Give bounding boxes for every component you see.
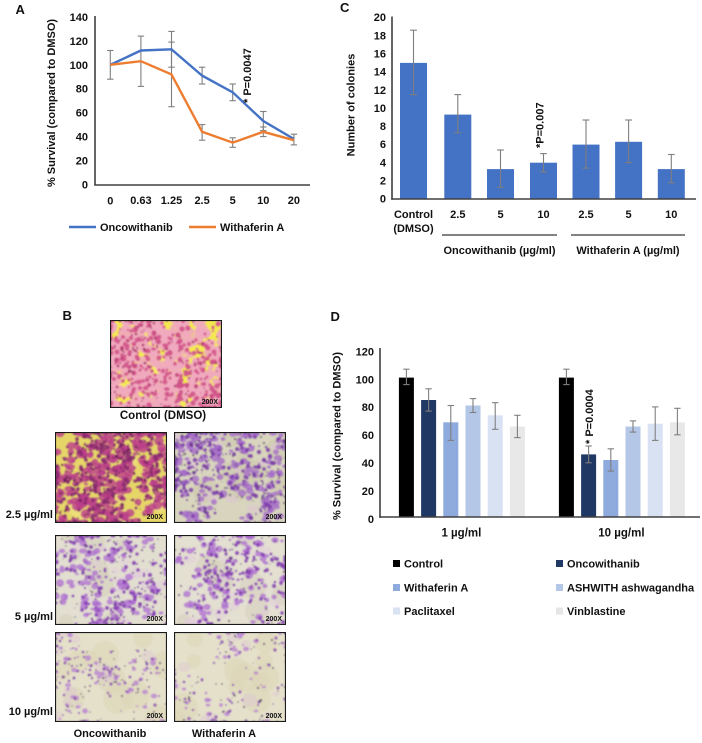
svg-text:6: 6 bbox=[380, 139, 386, 151]
svg-text:100: 100 bbox=[356, 374, 374, 386]
svg-text:2.5: 2.5 bbox=[450, 209, 465, 221]
svg-text:10: 10 bbox=[257, 195, 269, 207]
svg-text:10: 10 bbox=[537, 209, 549, 221]
svg-text:16: 16 bbox=[374, 49, 386, 61]
svg-text:20: 20 bbox=[288, 195, 300, 207]
svg-text:20: 20 bbox=[374, 12, 386, 24]
svg-text:Control: Control bbox=[404, 559, 443, 571]
svg-text:80: 80 bbox=[362, 402, 374, 414]
svg-text:ASHWITH ashwagandha: ASHWITH ashwagandha bbox=[567, 583, 695, 595]
svg-text:% Survival (compared to DMSO): % Survival (compared to DMSO) bbox=[46, 19, 58, 187]
svg-text:10: 10 bbox=[665, 209, 677, 221]
svg-text:1.25: 1.25 bbox=[161, 195, 182, 207]
svg-text:4: 4 bbox=[380, 157, 387, 169]
svg-text:200X: 200X bbox=[147, 616, 164, 623]
svg-text:* P=0.0004: * P=0.0004 bbox=[584, 388, 596, 444]
svg-text:1 µg/ml: 1 µg/ml bbox=[441, 528, 481, 540]
svg-text:80: 80 bbox=[76, 84, 88, 96]
svg-text:0: 0 bbox=[380, 194, 386, 206]
svg-text:20: 20 bbox=[76, 155, 88, 167]
svg-text:5: 5 bbox=[230, 195, 236, 207]
svg-text:Withaferin A: Withaferin A bbox=[404, 583, 468, 595]
svg-text:40: 40 bbox=[76, 132, 88, 144]
svg-text:10 µg/ml: 10 µg/ml bbox=[598, 528, 644, 540]
svg-text:2.5: 2.5 bbox=[194, 195, 209, 207]
svg-text:8: 8 bbox=[380, 121, 386, 133]
svg-text:Vinblastine: Vinblastine bbox=[567, 606, 625, 618]
svg-text:5: 5 bbox=[497, 209, 503, 221]
svg-text:100: 100 bbox=[70, 60, 88, 72]
svg-text:Withaferin A (µg/ml): Withaferin A (µg/ml) bbox=[576, 245, 680, 257]
svg-text:200X: 200X bbox=[147, 514, 164, 521]
svg-text:* P=0.0047: * P=0.0047 bbox=[242, 48, 254, 103]
svg-text:Oncowithanib: Oncowithanib bbox=[100, 222, 173, 234]
svg-text:Control: Control bbox=[394, 209, 433, 221]
svg-text:140: 140 bbox=[70, 12, 88, 24]
svg-text:200X: 200X bbox=[147, 713, 164, 720]
svg-text:0: 0 bbox=[368, 514, 374, 526]
svg-text:12: 12 bbox=[374, 85, 386, 97]
svg-text:120: 120 bbox=[70, 36, 88, 48]
svg-text:200X: 200X bbox=[266, 713, 283, 720]
svg-text:Withaferin A: Withaferin A bbox=[220, 222, 284, 234]
svg-text:Paclitaxel: Paclitaxel bbox=[404, 606, 455, 618]
svg-text:Number of colonies: Number of colonies bbox=[346, 54, 358, 157]
svg-text:% Survival (compared to DMSO): % Survival (compared to DMSO) bbox=[332, 352, 344, 520]
svg-text:60: 60 bbox=[362, 430, 374, 442]
svg-text:0.63: 0.63 bbox=[130, 195, 151, 207]
svg-text:40: 40 bbox=[362, 458, 374, 470]
svg-text:200X: 200X bbox=[202, 399, 219, 406]
svg-text:60: 60 bbox=[76, 108, 88, 120]
svg-text:0: 0 bbox=[82, 179, 88, 191]
svg-text:2.5: 2.5 bbox=[578, 209, 593, 221]
svg-text:0: 0 bbox=[107, 195, 113, 207]
svg-text:5: 5 bbox=[626, 209, 632, 221]
svg-text:*P=0.007: *P=0.007 bbox=[535, 102, 547, 148]
svg-text:Oncowithanib (µg/ml): Oncowithanib (µg/ml) bbox=[443, 245, 555, 257]
svg-text:200X: 200X bbox=[266, 616, 283, 623]
svg-text:200X: 200X bbox=[266, 514, 283, 521]
svg-text:10: 10 bbox=[374, 103, 386, 115]
svg-text:18: 18 bbox=[374, 30, 386, 42]
svg-text:14: 14 bbox=[374, 67, 387, 79]
svg-text:20: 20 bbox=[362, 486, 374, 498]
svg-text:Oncowithanib: Oncowithanib bbox=[567, 559, 640, 571]
svg-text:2: 2 bbox=[380, 176, 386, 188]
svg-text:120: 120 bbox=[356, 346, 374, 358]
svg-text:(DMSO): (DMSO) bbox=[393, 223, 434, 235]
